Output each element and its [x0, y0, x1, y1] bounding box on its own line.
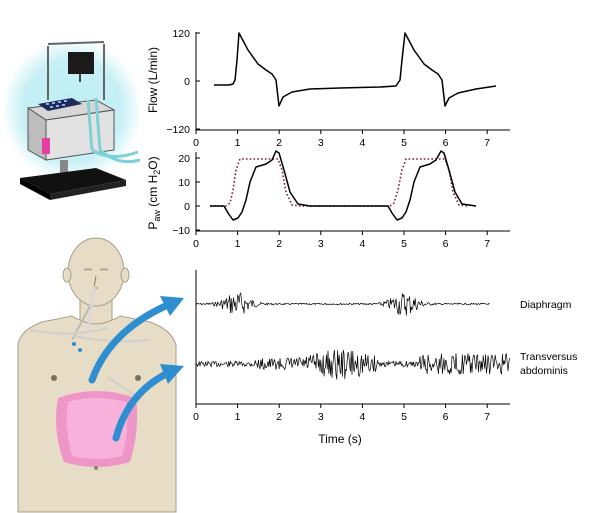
ear-left — [62, 267, 72, 283]
arrow-head-abdominis — [160, 364, 184, 384]
transversus-abdominis-emg-trace — [195, 349, 510, 380]
control-panel — [38, 98, 82, 111]
paw-ytick-label: −10 — [172, 225, 190, 237]
emg-xtick-label: 3 — [318, 411, 324, 423]
nipple-left — [51, 375, 57, 381]
emg-xtick-label: 2 — [276, 411, 282, 423]
paw-trace — [210, 150, 477, 221]
paw-ytick-label: 20 — [178, 153, 190, 165]
breathing-tube-curve — [91, 148, 141, 164]
flow-y-axis-title: Flow (L/min) — [146, 47, 160, 113]
electrode-2 — [78, 348, 82, 352]
ventilator-illustration — [2, 38, 142, 200]
paw-ventilator-trace — [210, 158, 469, 207]
stand — [60, 160, 68, 174]
arrow-to-abdominis — [112, 368, 174, 442]
paw-xtick-label: 1 — [235, 238, 241, 250]
flow-xtick-label: 0 — [193, 137, 199, 149]
head — [67, 237, 125, 307]
flow-xtick-label: 7 — [484, 137, 490, 149]
flow-ytick-label: 0 — [184, 76, 190, 88]
diaphragm-label: Diaphragm — [520, 299, 572, 311]
emg-xtick-label: 0 — [193, 411, 199, 423]
paw-xtick-label: 6 — [443, 238, 449, 250]
emg-xticks — [195, 404, 488, 408]
emg-xtick-label: 1 — [235, 411, 241, 423]
flow-xtick-label: 2 — [276, 137, 282, 149]
electrode-1 — [72, 342, 76, 346]
base-top — [20, 168, 126, 194]
transversus-label: Transversus — [520, 351, 577, 363]
flow-trace — [214, 32, 497, 107]
flow-panel: 120 0 −120 0 1 2 3 4 5 6 7 Flow (L/min) — [146, 28, 510, 149]
flow-ytick-label: −120 — [166, 124, 190, 136]
paw-xtick-label: 3 — [318, 238, 324, 250]
abdominis-highlight — [66, 398, 128, 459]
paw-xtick-label: 5 — [401, 238, 407, 250]
emg-panel: 0 1 2 3 4 5 6 7 Time (s) Diaphragm Trans… — [193, 270, 577, 446]
diaphragm-emg-trace — [195, 292, 490, 316]
arrow-head-diaphragm — [160, 296, 184, 316]
eyes — [83, 268, 109, 271]
flow-xtick-label: 6 — [443, 137, 449, 149]
flow-xtick-label: 5 — [401, 137, 407, 149]
arrow-to-diaphragm — [88, 300, 174, 384]
flow-xtick-label: 3 — [318, 137, 324, 149]
flow-xticks — [195, 130, 488, 134]
pressure-panel: 20 10 0 −10 0 1 2 3 4 5 6 7 Paw (cm H2O) — [146, 150, 510, 250]
nipple-right — [135, 375, 141, 381]
frame-bar — [47, 41, 105, 45]
base-front — [50, 180, 126, 200]
catheter-wire — [71, 305, 91, 341]
filter — [42, 138, 50, 154]
emg-xtick-label: 7 — [484, 411, 490, 423]
flow-xtick-label: 1 — [235, 137, 241, 149]
emg-xtick-label: 4 — [359, 411, 365, 423]
paw-y-axis-title: Paw (cm H2O) — [146, 156, 162, 229]
base-side — [20, 178, 50, 200]
paw-xticks — [195, 231, 488, 235]
flow-ytick-label: 120 — [172, 28, 190, 40]
monitor — [68, 52, 94, 74]
electrode-wire-1 — [29, 327, 109, 335]
abdominis-label: abdominis — [520, 365, 568, 377]
control-buttons — [46, 100, 67, 108]
paw-xtick-label: 7 — [484, 238, 490, 250]
emg-xtick-label: 5 — [401, 411, 407, 423]
flow-xtick-label: 4 — [359, 137, 365, 149]
ear-right — [120, 267, 130, 283]
paw-ytick-label: 10 — [178, 177, 190, 189]
emg-x-axis-title: Time (s) — [318, 432, 362, 446]
paw-ytick-label: 0 — [184, 201, 190, 213]
paw-xtick-label: 2 — [276, 238, 282, 250]
breathing-tube — [86, 97, 102, 151]
paw-xtick-label: 4 — [359, 238, 365, 250]
paw-xtick-label: 0 — [193, 238, 199, 250]
nasogastric-tube — [86, 285, 96, 331]
navel — [94, 466, 98, 470]
emg-xtick-label: 6 — [443, 411, 449, 423]
patient-illustration — [17, 237, 184, 513]
